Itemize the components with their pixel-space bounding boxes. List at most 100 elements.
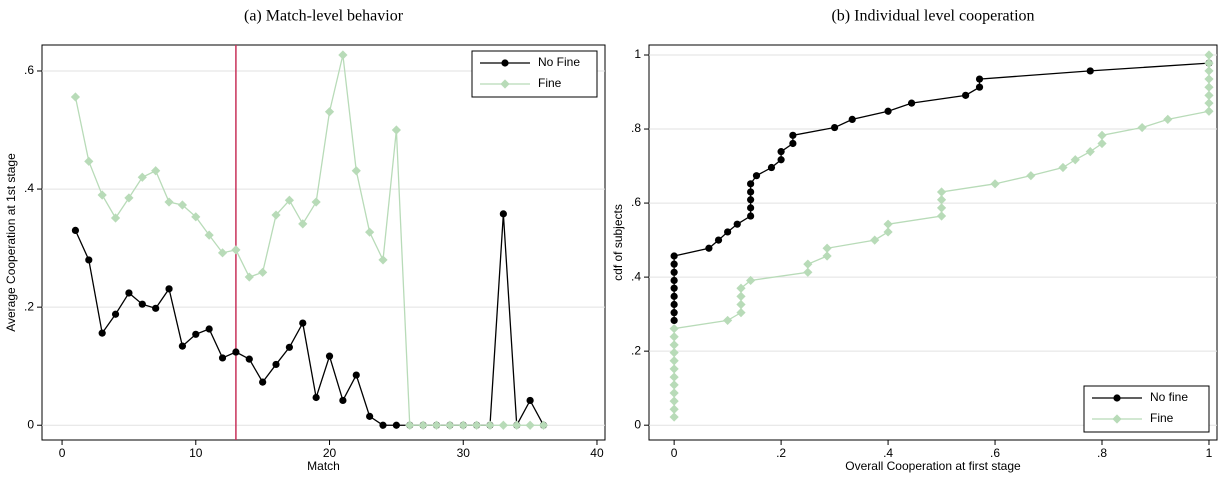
- marker: [1204, 74, 1214, 84]
- marker: [936, 211, 947, 221]
- marker: [232, 348, 240, 356]
- legend-label: Fine: [1150, 411, 1174, 425]
- marker: [822, 251, 832, 261]
- marker: [205, 325, 213, 333]
- marker: [472, 420, 482, 430]
- marker: [669, 356, 679, 366]
- y-axis-label: Average Cooperation at 1st stage: [4, 153, 18, 332]
- marker: [1026, 171, 1036, 181]
- y-tick-label: .2: [631, 343, 641, 357]
- marker: [1085, 147, 1095, 157]
- marker: [1086, 67, 1094, 75]
- y-tick-label: 0: [634, 417, 641, 431]
- marker: [670, 292, 678, 300]
- marker: [458, 420, 468, 430]
- marker: [670, 300, 678, 309]
- marker: [830, 123, 839, 132]
- marker: [990, 179, 1000, 189]
- marker: [777, 156, 785, 164]
- marker: [177, 200, 188, 210]
- marker: [526, 396, 534, 405]
- series-line: [74, 54, 544, 426]
- marker: [670, 260, 678, 268]
- marker: [405, 420, 415, 430]
- x-tick-label: 0: [671, 446, 678, 460]
- marker: [936, 187, 947, 197]
- marker: [723, 315, 733, 326]
- y-tick-label: .4: [631, 269, 641, 283]
- marker: [501, 59, 509, 67]
- marker: [138, 300, 146, 308]
- marker: [98, 329, 106, 337]
- marker: [736, 308, 746, 318]
- marker: [736, 291, 746, 301]
- marker: [747, 212, 755, 220]
- marker: [245, 355, 253, 363]
- marker: [285, 343, 293, 351]
- marker: [258, 267, 268, 277]
- marker: [311, 197, 321, 207]
- marker: [670, 316, 678, 325]
- marker: [936, 195, 947, 205]
- marker: [705, 244, 713, 252]
- marker: [111, 310, 120, 318]
- marker: [736, 299, 746, 310]
- series-line: [673, 54, 1210, 418]
- marker: [884, 107, 892, 115]
- legend-label: No fine: [1150, 390, 1188, 404]
- marker: [669, 380, 679, 390]
- marker: [445, 420, 455, 430]
- marker: [670, 276, 678, 285]
- marker: [339, 396, 347, 405]
- marker: [1204, 66, 1214, 76]
- x-tick-label: .8: [1097, 446, 1107, 460]
- marker: [244, 272, 254, 282]
- y-axis-label: cdf of subjects: [611, 204, 625, 281]
- marker: [1204, 50, 1214, 60]
- marker: [1204, 82, 1214, 92]
- marker: [669, 364, 679, 374]
- marker: [499, 210, 507, 218]
- y-tick-label: .8: [631, 121, 641, 135]
- marker: [962, 91, 970, 99]
- y-tick-label: 1: [634, 47, 641, 61]
- marker: [338, 50, 348, 60]
- marker: [822, 243, 832, 253]
- marker: [217, 248, 228, 258]
- marker: [1070, 155, 1080, 165]
- y-tick-label: .6: [631, 195, 641, 209]
- y-tick-label: .4: [24, 181, 34, 195]
- x-tick-label: .6: [990, 446, 1000, 460]
- marker: [1058, 162, 1068, 173]
- marker: [736, 283, 746, 293]
- x-tick-label: 40: [590, 446, 604, 460]
- marker: [1163, 114, 1173, 125]
- marker: [789, 139, 797, 148]
- marker: [379, 421, 387, 429]
- marker: [669, 372, 679, 382]
- marker: [325, 352, 334, 360]
- x-tick-label: .4: [883, 446, 893, 460]
- marker: [724, 228, 732, 236]
- marker: [848, 115, 856, 124]
- marker: [747, 204, 755, 212]
- marker: [803, 259, 813, 269]
- marker: [669, 332, 679, 342]
- marker: [512, 420, 522, 430]
- marker: [84, 156, 94, 166]
- chart-title: (a) Match-level behavior: [244, 8, 404, 25]
- marker: [669, 388, 679, 398]
- marker: [1204, 90, 1214, 100]
- marker: [392, 421, 400, 429]
- marker: [284, 195, 294, 205]
- y-tick-label: .2: [24, 299, 34, 313]
- series-line: [74, 213, 545, 428]
- marker: [85, 256, 93, 264]
- marker: [669, 340, 679, 350]
- marker: [1097, 130, 1107, 140]
- marker: [975, 75, 984, 83]
- marker: [746, 275, 756, 286]
- marker: [352, 371, 360, 379]
- marker: [1204, 58, 1214, 68]
